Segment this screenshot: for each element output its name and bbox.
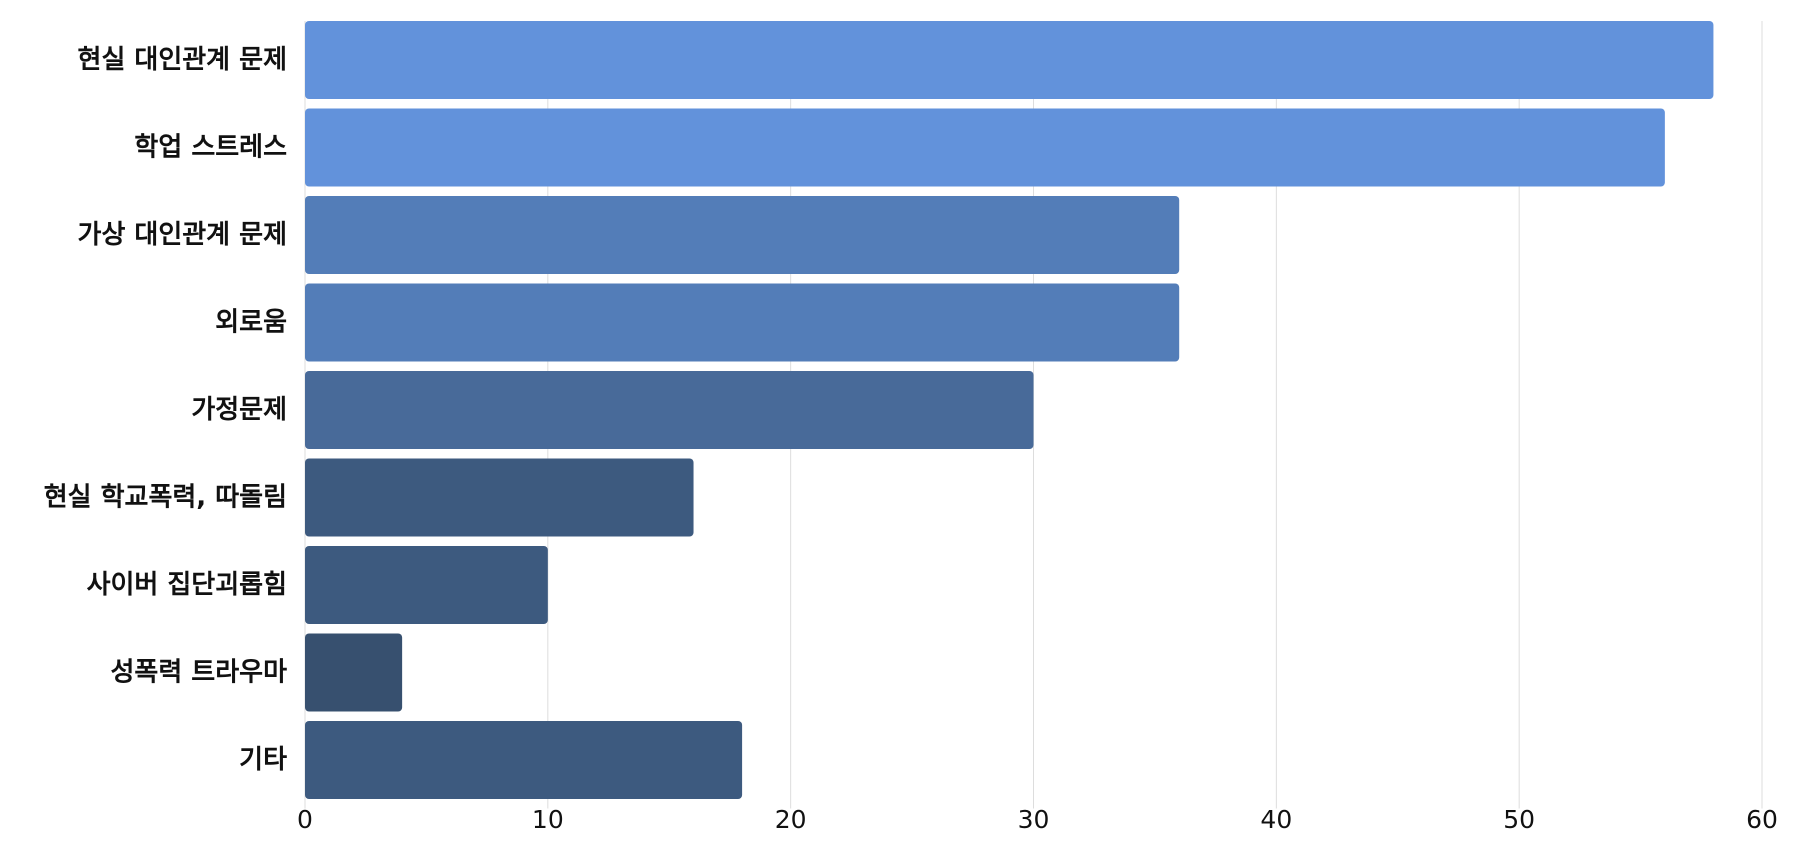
x-axis-tick-labels: 0 10 20 30 40 50 60 (297, 805, 1778, 834)
category-label: 현실 대인관계 문제 (78, 45, 287, 75)
bar (305, 108, 1665, 187)
x-tick-label: 20 (775, 805, 807, 834)
bar (305, 283, 1180, 362)
bar (305, 721, 743, 799)
x-tick-label: 50 (1503, 805, 1535, 834)
bar (305, 371, 1034, 449)
x-tick-label: 40 (1260, 805, 1292, 834)
category-label: 사이버 집단괴롭힘 (87, 570, 287, 600)
category-label: 성폭력 트라우마 (111, 658, 288, 688)
x-tick-label: 30 (1018, 805, 1050, 834)
category-label: 학업 스트레스 (134, 133, 287, 163)
category-label: 가정문제 (191, 395, 287, 425)
category-label: 외로움 (215, 308, 287, 338)
category-label: 현실 학교폭력, 따돌림 (44, 483, 287, 513)
bar (305, 21, 1714, 99)
category-label: 기타 (239, 745, 287, 775)
x-tick-label: 0 (297, 805, 313, 834)
bar (305, 633, 403, 712)
bars (305, 21, 1714, 799)
bar (305, 546, 548, 624)
bar (305, 458, 694, 537)
x-tick-label: 60 (1746, 805, 1778, 834)
category-label: 가상 대인관계 문제 (78, 220, 287, 250)
x-tick-label: 10 (532, 805, 564, 834)
bar (305, 196, 1180, 274)
